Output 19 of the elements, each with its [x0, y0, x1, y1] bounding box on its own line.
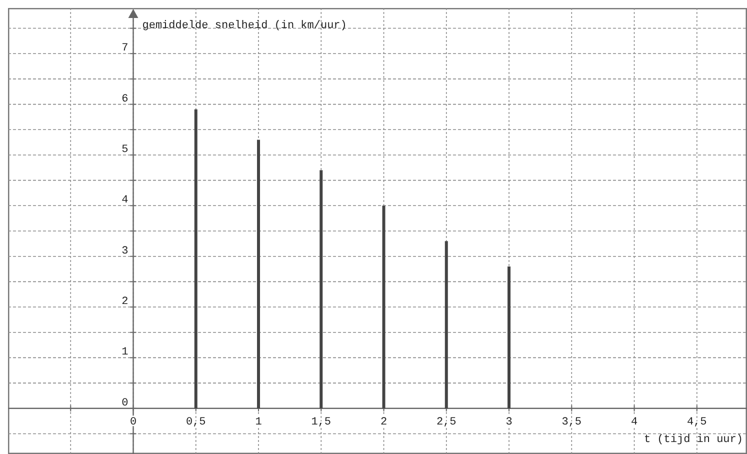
- x-tick-label: 3,5: [562, 416, 582, 428]
- x-tick-label: 0,5: [186, 416, 206, 428]
- y-axis-title: gemiddelde snelheid (in km/uur): [142, 20, 347, 32]
- y-tick-label: 3: [122, 245, 128, 258]
- y-tick-label: 6: [122, 93, 128, 106]
- x-tick-label: 4,5: [686, 416, 707, 428]
- x-tick-label: 2,5: [436, 416, 456, 428]
- y-tick-label: 1: [122, 346, 129, 359]
- y-tick-label: 7: [122, 42, 128, 55]
- x-axis-title: t (tijd in uur): [644, 434, 743, 446]
- x-tick-label: 2: [380, 416, 388, 428]
- x-tick-label: 1: [255, 416, 262, 428]
- x-tick-label: 1,5: [311, 416, 332, 428]
- y-tick-label: 4: [122, 194, 129, 207]
- x-tick-label: 3: [506, 416, 512, 428]
- x-tick-label: 4: [630, 416, 638, 428]
- y-tick-label: 5: [122, 144, 128, 156]
- y-tick-label: 2: [122, 296, 128, 308]
- y-tick-label: 0: [122, 397, 128, 410]
